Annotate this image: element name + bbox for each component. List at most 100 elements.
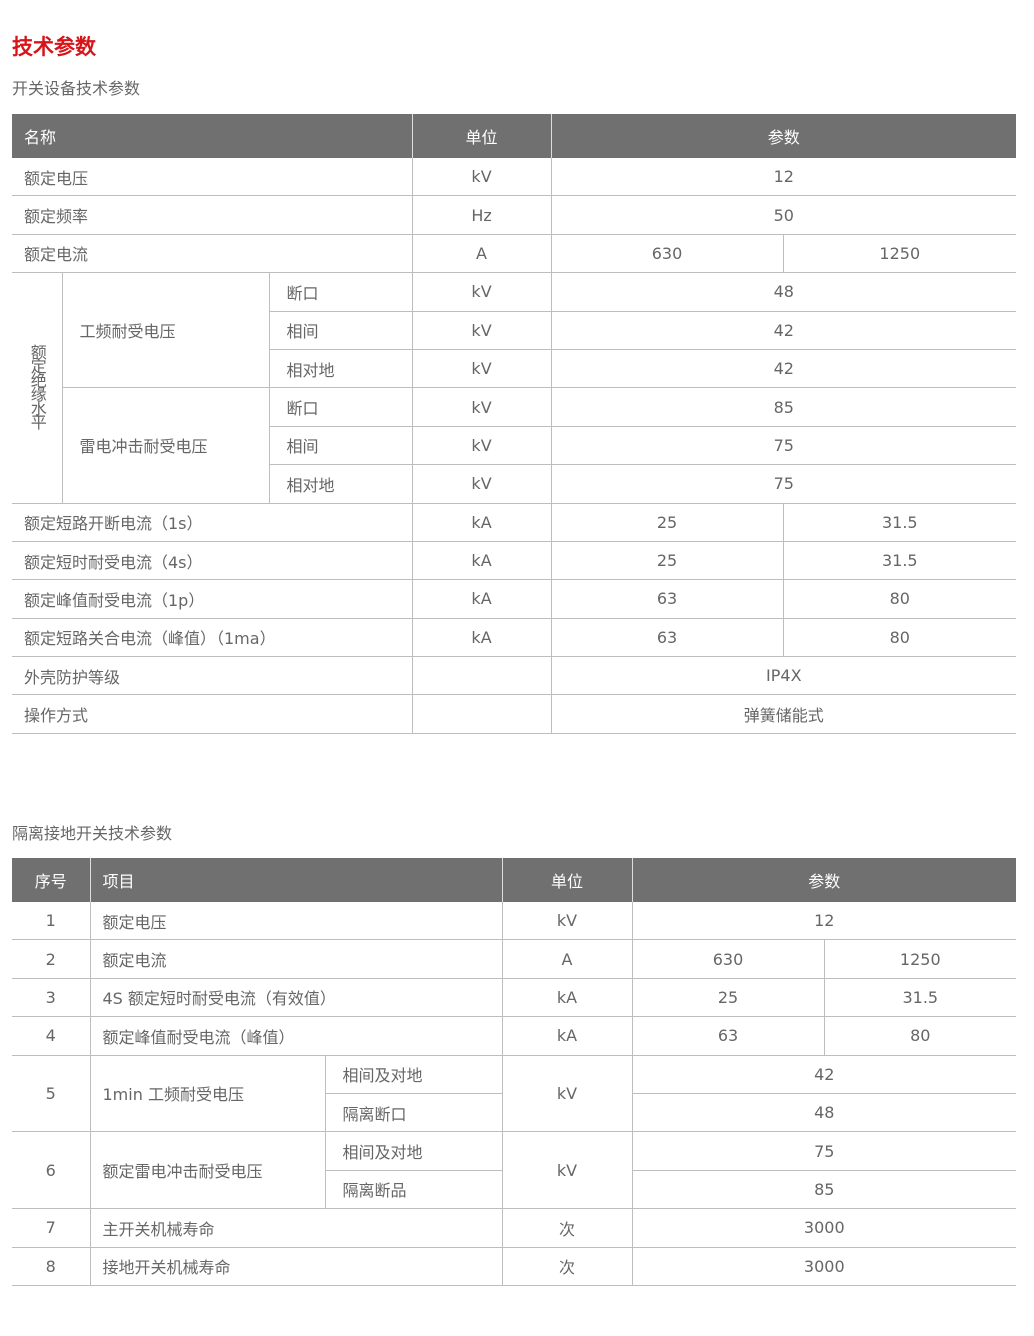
- row-unit: [412, 694, 552, 734]
- row-item: 主开关机械寿命: [90, 1208, 503, 1248]
- table-header: 序号 项目 单位 参数: [12, 858, 1017, 902]
- header-item: 项目: [90, 858, 503, 902]
- row-value-2: 80: [824, 1016, 1017, 1056]
- table-row: 7 主开关机械寿命次 3000: [12, 1208, 1017, 1248]
- table-row: 2 额定电流 A 630 1250: [12, 939, 1017, 979]
- row-no: 1: [12, 902, 91, 941]
- row-no: 6: [12, 1131, 91, 1210]
- row-unit: kA: [502, 1016, 633, 1056]
- table-row: 额定短时耐受电流（4s） kA 25 31.5: [12, 541, 1017, 581]
- row-value: 3000: [632, 1208, 1017, 1248]
- sub-name: 断口: [269, 272, 413, 312]
- row-name: 额定短路开断电流（1s）: [12, 503, 413, 542]
- row-value-2: 1250: [783, 234, 1017, 274]
- row-value: 42: [632, 1055, 1017, 1094]
- table-row: 隔离断口 48: [12, 1093, 1017, 1133]
- row-unit: A: [412, 234, 552, 274]
- switchgear-params-table: 名称 单位 参数 额定电压 kV 12 额定频率 Hz 50 额定电流 A 630 1250 …: [12, 114, 1017, 734]
- table-row: 相间 kV 42: [12, 311, 1017, 350]
- row-value-2: 31.5: [783, 541, 1017, 581]
- row-unit: kV: [412, 272, 552, 312]
- section-title: 技术参数: [12, 35, 96, 59]
- row-unit: kA: [412, 579, 552, 619]
- row-unit: kV: [502, 902, 633, 941]
- sub-name: 相间: [269, 311, 413, 350]
- row-value: 75: [551, 464, 1017, 504]
- table-row: 相间 kV 75: [12, 426, 1017, 466]
- table1-caption: 开关设备技术参数: [12, 79, 141, 98]
- row-value: 12: [551, 158, 1017, 197]
- table-row: 6 额定雷电冲击耐受电压 相间及对地 kV 75: [12, 1131, 1017, 1210]
- table-row: 额定绝缘水平 工频耐受电压 断口 kV 48: [12, 272, 1017, 504]
- row-value: 12: [632, 902, 1017, 941]
- row-unit: kV: [412, 387, 552, 427]
- sub-name: 隔离断口: [325, 1093, 503, 1133]
- header-param: 参数: [551, 114, 1017, 158]
- row-item: 额定雷电冲击耐受电压: [90, 1131, 326, 1210]
- header-param: 参数: [632, 858, 1017, 902]
- row-value-2: 80: [783, 579, 1017, 619]
- table-row: 额定电压 kV 12: [12, 158, 1017, 197]
- row-value-1: 630: [551, 234, 784, 274]
- row-no: 5: [12, 1055, 91, 1133]
- table-row: 额定峰值耐受电流（1p） kA 63 80: [12, 579, 1017, 619]
- row-no: 3: [12, 978, 91, 1018]
- row-value: 85: [632, 1170, 1017, 1210]
- row-unit: kV: [412, 426, 552, 466]
- row-value-1: 25: [551, 541, 784, 581]
- row-unit: kA: [412, 618, 552, 658]
- row-value: 48: [551, 272, 1017, 312]
- row-item: 接地开关机械寿命: [90, 1247, 503, 1286]
- sub-name: 相间: [269, 426, 413, 466]
- row-unit: kV: [412, 349, 552, 389]
- row-unit: 次: [502, 1247, 633, 1286]
- row-value-1: 630: [632, 939, 825, 979]
- header-unit: 单位: [502, 858, 633, 902]
- row-value: 85: [551, 387, 1017, 427]
- row-value-2: 31.5: [824, 978, 1017, 1018]
- table-row: 操作方式 弹簧储能式: [12, 694, 1017, 734]
- header-no: 序号: [12, 858, 91, 902]
- lightning-label: 雷电冲击耐受电压: [62, 387, 270, 504]
- table2-caption: 隔离接地开关技术参数: [12, 824, 173, 843]
- row-value-1: 25: [632, 978, 825, 1018]
- row-unit: kA: [502, 978, 633, 1018]
- table-row: 额定短路关合电流（峰值）（1ma） kA 63 80: [12, 618, 1017, 658]
- row-no: 4: [12, 1016, 91, 1056]
- row-name: 额定电流: [12, 234, 413, 274]
- row-name: 额定短时耐受电流（4s）: [12, 541, 413, 581]
- sub-name: 断口: [269, 387, 413, 427]
- row-value: 48: [632, 1093, 1017, 1133]
- row-unit: kV: [412, 158, 552, 197]
- table-row: 1 额定电压 kV 12: [12, 902, 1017, 941]
- row-value: 弹簧储能式: [551, 694, 1017, 734]
- sub-name: 隔离断品: [325, 1170, 503, 1210]
- row-name: 外壳防护等级: [12, 656, 413, 696]
- sub-name: 相对地: [269, 349, 413, 389]
- sub-name: 相间及对地: [325, 1055, 503, 1094]
- table-row: 5 1min 工频耐受电压 相间及对地 kV 42: [12, 1055, 1017, 1133]
- row-value-2: 1250: [824, 939, 1017, 979]
- row-unit: [412, 656, 552, 696]
- header-name: 名称: [12, 114, 413, 158]
- table-row: 相对地 kV 42: [12, 349, 1017, 389]
- row-unit: kA: [412, 503, 552, 542]
- row-value: 42: [551, 349, 1017, 389]
- isolation-switch-params-table: 序号 项目 单位 参数 1 额定电压 kV 12 2 额定电流 A 630 1250 3 4S …: [12, 858, 1017, 1286]
- row-value: 3000: [632, 1247, 1017, 1286]
- table-row: 外壳防护等级 IP4X: [12, 656, 1017, 696]
- row-name: 额定电压: [12, 158, 413, 197]
- row-name: 额定频率: [12, 195, 413, 235]
- row-item: 额定电压: [90, 902, 503, 941]
- row-name: 额定短路关合电流（峰值）（1ma）: [12, 618, 413, 658]
- row-item: 4S 额定短时耐受电流（有效值）: [90, 978, 503, 1018]
- table-row: 8 接地开关机械寿命次 3000: [12, 1247, 1017, 1286]
- table-row: 额定短路开断电流（1s） kA 25 31.5: [12, 503, 1017, 542]
- table-row: 雷电冲击耐受电压 断口 kV 85: [12, 387, 1017, 504]
- row-item: 额定电流: [90, 939, 503, 979]
- sub-name: 相对地: [269, 464, 413, 504]
- row-unit: Hz: [412, 195, 552, 235]
- row-unit: A: [502, 939, 633, 979]
- row-value: 50: [551, 195, 1017, 235]
- row-unit: kV: [502, 1131, 633, 1210]
